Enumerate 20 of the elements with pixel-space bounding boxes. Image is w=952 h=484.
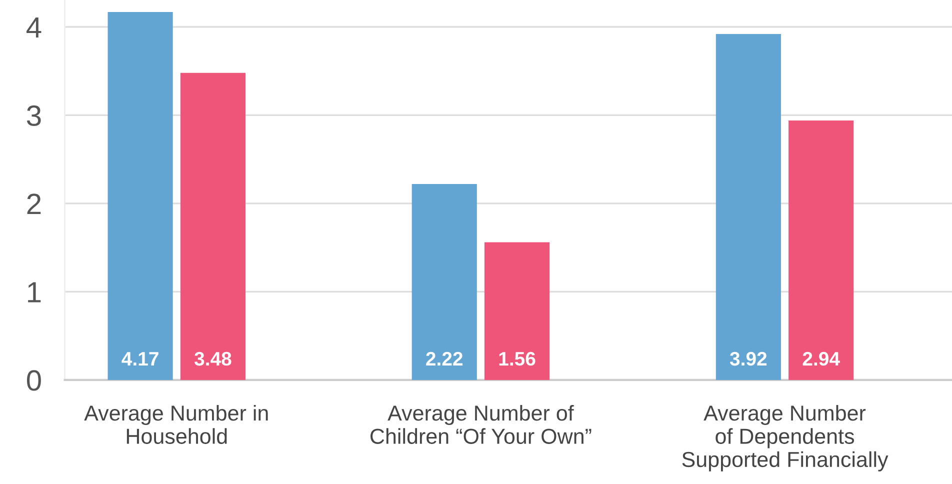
- bar: [484, 242, 550, 380]
- data-label: 3.48: [194, 352, 232, 366]
- bar: [788, 120, 854, 380]
- x-tick-label: Average Number of Dependents Supported Financially: [682, 404, 888, 472]
- x-tick-label: Average Number in Household: [84, 404, 268, 444]
- data-label: 2.94: [802, 352, 840, 366]
- bar: [716, 34, 781, 380]
- data-label: 1.56: [499, 352, 536, 366]
- y-tick-label: 4: [26, 17, 42, 38]
- data-label: 4.17: [122, 352, 158, 366]
- bar: [180, 72, 246, 380]
- y-tick-label: 2: [27, 194, 41, 214]
- bar: [412, 184, 477, 380]
- y-tick-label: 1: [28, 282, 41, 302]
- x-tick-label: Average Number of Children “Of Your Own”: [370, 404, 592, 444]
- data-label: 3.92: [730, 352, 767, 366]
- y-tick-label: 0: [26, 370, 41, 391]
- y-tick-label: 3: [26, 105, 41, 126]
- bar: [108, 12, 173, 380]
- data-label: 2.22: [426, 352, 463, 366]
